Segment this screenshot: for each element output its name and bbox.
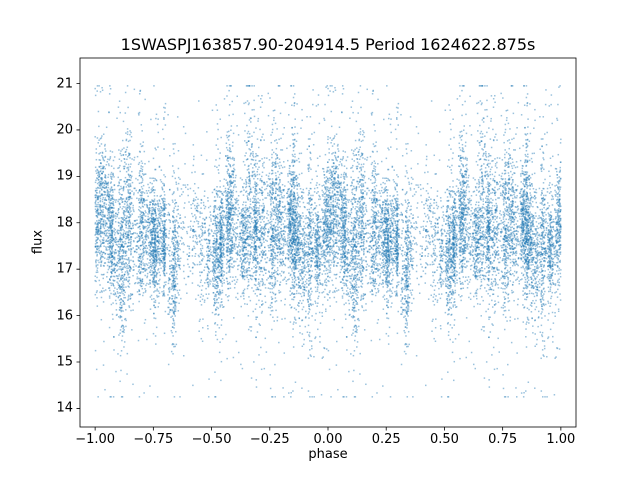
x-tick-label: −1.00 bbox=[75, 432, 116, 447]
y-tick-label: 21 bbox=[56, 76, 73, 92]
y-tick-label: 14 bbox=[56, 400, 73, 416]
y-tick-label: 16 bbox=[56, 308, 73, 324]
y-tick-label: 15 bbox=[56, 354, 73, 370]
y-tick-label: 19 bbox=[56, 168, 73, 184]
x-tick-label: 0.75 bbox=[488, 432, 518, 447]
x-tick-label: 0.50 bbox=[429, 432, 459, 447]
x-tick-label: 0.00 bbox=[313, 432, 343, 447]
x-tick-label: 0.25 bbox=[371, 432, 401, 447]
chart-title: 1SWASPJ163857.90-204914.5 Period 1624622… bbox=[120, 35, 536, 54]
x-tick-label: −0.50 bbox=[191, 432, 232, 447]
x-tick-label: −0.25 bbox=[249, 432, 290, 447]
y-tick-label: 17 bbox=[56, 261, 73, 277]
x-axis-label: phase bbox=[308, 447, 348, 462]
y-tick-label: 20 bbox=[56, 122, 73, 138]
y-tick-label: 18 bbox=[56, 215, 73, 231]
x-tick-label: −0.75 bbox=[133, 432, 174, 447]
x-tick-label: 1.00 bbox=[546, 432, 576, 447]
